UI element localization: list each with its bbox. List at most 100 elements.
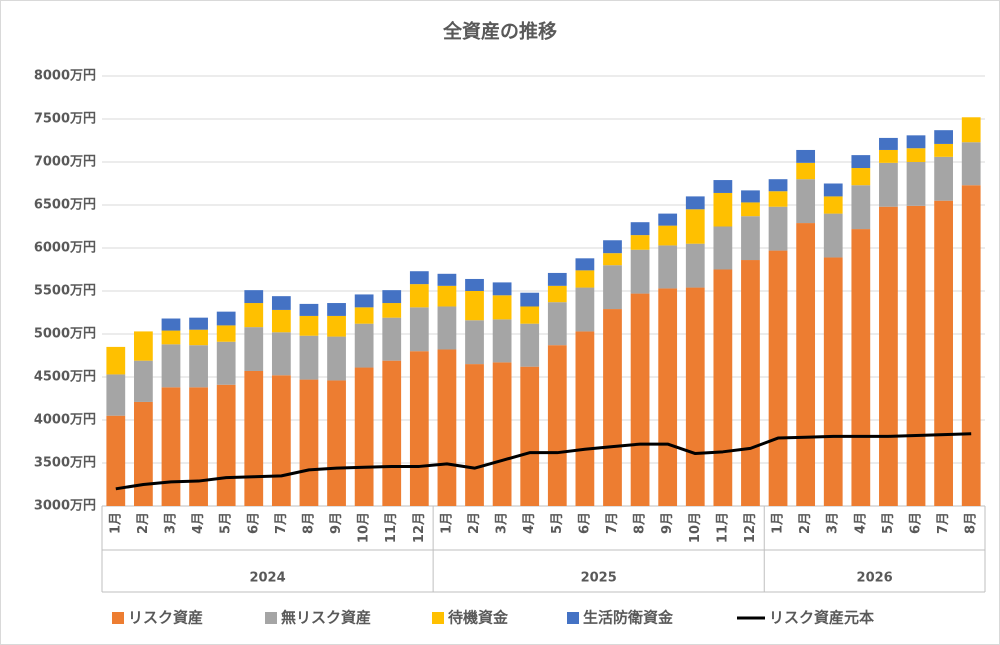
bar-segment [189,387,208,506]
x-tick-label: 5月 [219,512,234,534]
bar-segment [934,143,953,157]
bar-segment [630,249,650,294]
bar-segment [768,179,788,192]
bar-segment [796,162,816,180]
bar-segment [161,330,181,345]
x-tick-label: 8月 [964,512,979,534]
bar-segment [465,291,484,321]
x-tick-label: 6月 [909,512,924,534]
bar-segment [768,191,788,207]
bar-segment [189,345,208,388]
bar-segment [437,306,457,350]
bar-segment [879,149,898,163]
y-tick-label: 4000万円 [34,413,96,428]
bar-segment [465,364,484,506]
x-group-label: 2026 [857,571,893,586]
x-tick-label: 12月 [743,512,758,543]
bar-segment [465,278,484,291]
bar-segment [354,294,374,308]
bar-segment [603,240,622,254]
y-tick-label: 3500万円 [34,456,96,471]
x-tick-label: 7月 [936,512,951,534]
line-series [115,432,972,491]
bar-segment [161,344,181,388]
x-tick-label: 3月 [826,512,841,534]
x-tick-label: 9月 [660,512,675,534]
bar-segment [851,185,871,230]
bar-segment [382,303,402,318]
bar-segment [796,149,816,163]
x-tick-label: 7月 [274,512,289,534]
bar-segment [271,375,291,506]
x-tick-label: 1月 [439,512,454,534]
legend-swatch [112,612,124,624]
bar-segment [658,213,678,226]
bar-segment [741,190,760,203]
y-tick-label: 8000万円 [34,69,96,84]
bar-segment [437,285,457,307]
x-tick-label: 3月 [495,512,510,534]
x-tick-label: 4月 [522,512,537,534]
bar-segment [382,360,402,506]
bar-segment [685,287,705,506]
bar-segment [713,269,733,506]
bar-segment [409,351,429,506]
bar-segment [713,226,733,270]
y-tick-label: 5000万円 [34,327,96,342]
x-group-label: 2024 [249,571,285,586]
x-tick-label: 1月 [108,512,123,534]
bar-segment [741,216,760,261]
legend-swatch [265,612,277,624]
x-tick-label: 4月 [853,512,868,534]
bar-segment [961,185,981,506]
x-tick-label: 8月 [301,512,316,534]
bar-segment [685,243,705,288]
bar-segment [575,287,595,332]
bar-segment [382,290,402,304]
bar-segment [630,222,650,236]
bar-segment [851,229,871,506]
legend-label: 無リスク資産 [281,609,371,627]
bar-segment [327,303,346,316]
bar-segment [327,380,346,506]
bar-segment [575,270,595,288]
bar-segment [796,223,816,506]
bar-segment [409,271,429,285]
bar-segment [713,192,733,227]
bar-segment [575,258,595,271]
bar-segment [299,315,319,336]
legend-label: リスク資産 [128,609,203,627]
y-tick-label: 5500万円 [34,284,96,299]
x-tick-label: 10月 [688,512,703,543]
bar-segment [327,336,346,381]
bar-segment [271,296,291,310]
y-tick-label: 7500万円 [34,112,96,127]
bar-segment [354,367,374,506]
x-group-label: 2025 [581,571,617,586]
bar-segment [547,302,567,346]
bar-segment [603,265,622,310]
bar-segment [161,318,181,331]
bar-segment [271,309,291,333]
bar-segment [603,309,622,506]
y-tick-label: 6000万円 [34,241,96,256]
x-tick-label: 2月 [136,512,151,534]
bar-segment [823,257,843,506]
bar-segment [685,196,705,210]
bar-segment [906,205,926,507]
x-tick-label: 3月 [163,512,178,534]
bar-segment [851,155,871,169]
bar-segment [244,327,264,371]
bar-segment [106,415,126,506]
bar-segment [465,320,484,365]
legend-swatch [567,612,579,624]
x-tick-label: 6月 [246,512,261,534]
bar-segment [823,196,843,214]
bar-segment [796,179,816,224]
bar-segment [906,162,926,206]
bar-segment [961,117,981,143]
bar-segment [299,335,319,380]
bar-segment [630,235,650,250]
bar-segment [106,346,126,375]
bar-segment [244,290,264,304]
